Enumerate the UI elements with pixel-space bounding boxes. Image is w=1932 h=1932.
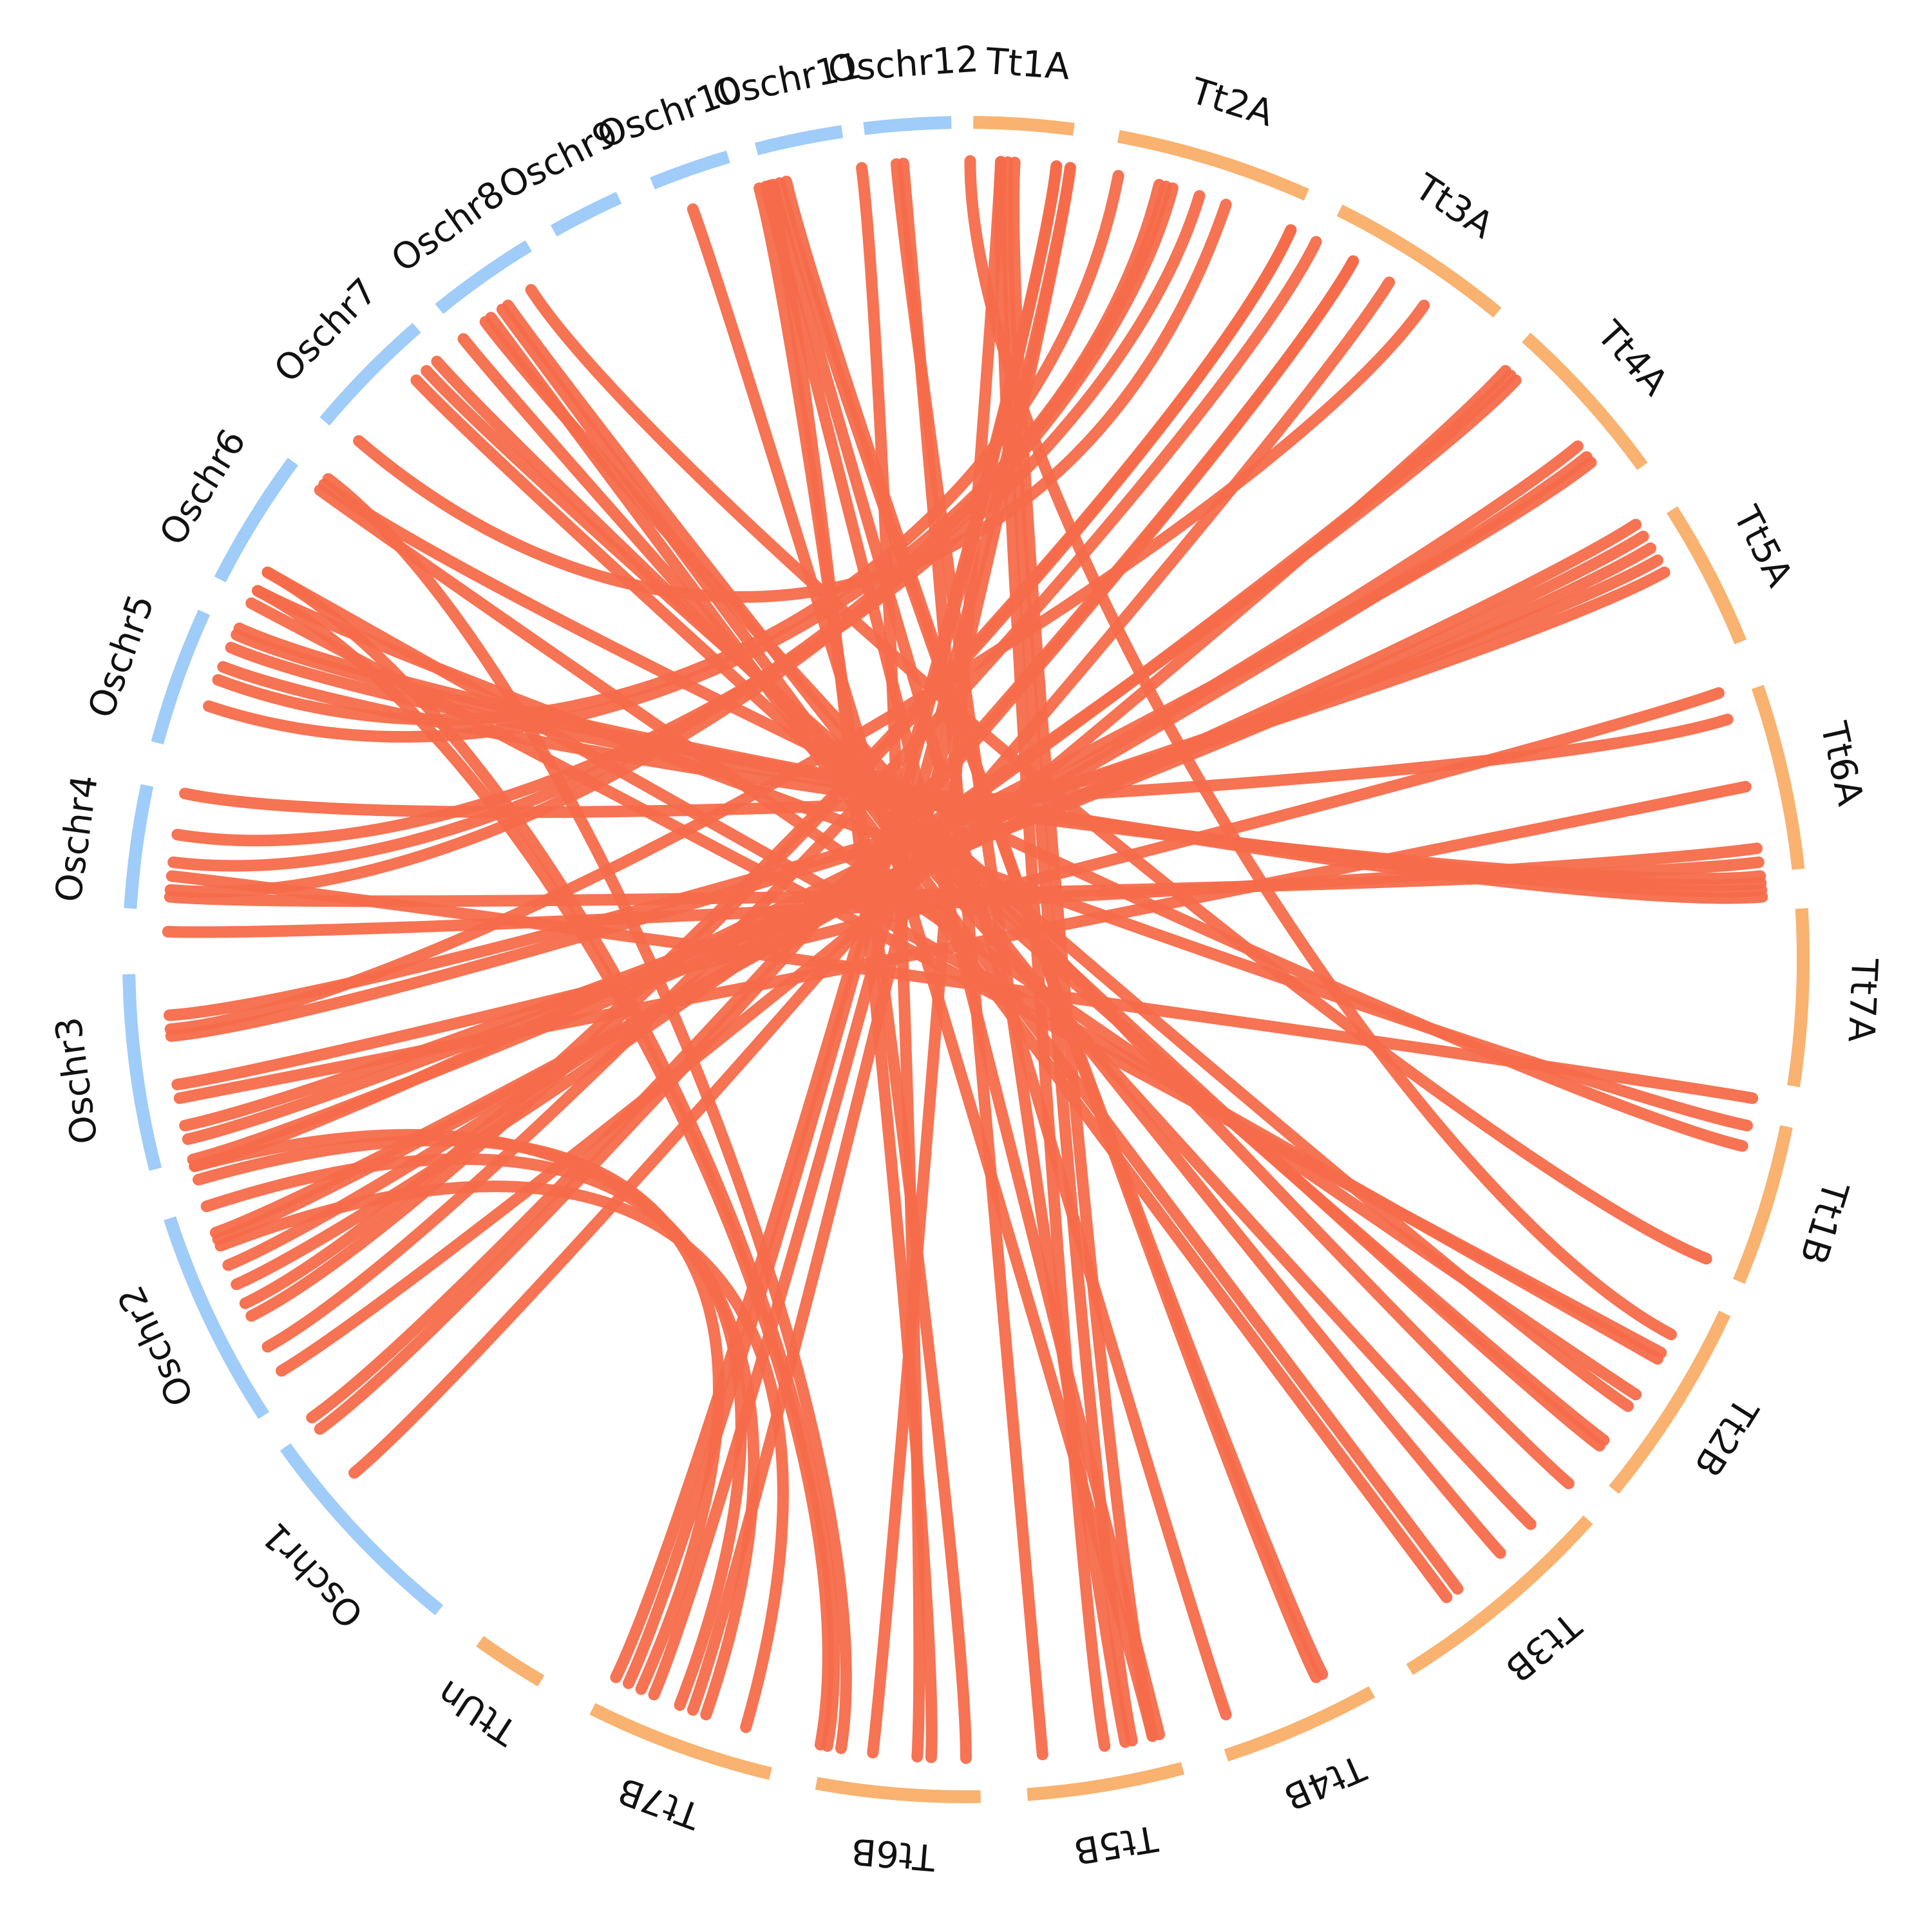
chromosome-arc-tt7a — [1787, 907, 1810, 1088]
synteny-link — [687, 203, 1159, 1742]
chromosome-label-oschr5: Oschr5 — [80, 589, 163, 723]
chromosome-label-tt1a: Tt1A — [984, 41, 1071, 88]
chromosome-arc-oschr12 — [863, 116, 952, 135]
chromosome-arc-oschr10 — [650, 150, 730, 189]
chromosome-arc-oschr1 — [279, 1443, 444, 1616]
chromosome-label-tt2a: Tt2A — [1185, 70, 1278, 135]
chromosome-label-tt3a: Tt3A — [1407, 166, 1501, 247]
chromosome-arc-ttun — [476, 1636, 545, 1687]
synteny-link — [760, 180, 1165, 1741]
chromosome-arc-tt1b — [1732, 1125, 1793, 1284]
chromosome-arc-tt5b — [1027, 1762, 1185, 1801]
chromosome-arc-tt2a — [1117, 129, 1309, 201]
chromosome-arc-tt4b — [1224, 1686, 1376, 1762]
chromosome-arc-tt6a — [1751, 685, 1805, 870]
chromosome-label-tt3b: Tt3B — [1497, 1604, 1589, 1690]
chromosome-arc-tt3a — [1336, 204, 1502, 318]
chromosome-arc-tt3b — [1406, 1515, 1593, 1675]
chromosome-label-oschr3: Oschr3 — [48, 1014, 106, 1146]
synteny-link — [318, 478, 1748, 1152]
chromosome-arc-tt5a — [1666, 506, 1747, 645]
chromosome-arc-oschr8 — [435, 240, 533, 314]
synteny-link — [252, 585, 834, 1751]
synteny-link — [525, 284, 1712, 1265]
chromosome-arc-tt6b — [815, 1777, 981, 1803]
synteny-link — [897, 157, 1048, 1761]
chromosome-label-oschr4: Oschr4 — [48, 773, 106, 905]
chromosome-label-tt4a: Tt4A — [1588, 313, 1676, 404]
synteny-link — [322, 473, 852, 1754]
synteny-link — [767, 178, 1232, 1721]
synteny-link — [753, 182, 972, 1764]
chromosome-label-tt5b: Tt5B — [1071, 1817, 1161, 1872]
synteny-links — [162, 155, 1768, 1764]
chromosome-label-tt7b: Tt7B — [612, 1769, 706, 1837]
chromosome-label-tt7a: Tt7A — [1840, 957, 1886, 1043]
synteny-link — [261, 236, 1322, 1353]
synteny-link — [1008, 156, 1159, 1742]
chromosome-arc-oschr3 — [122, 974, 162, 1171]
chromosome-label-tt5a: Tt5A — [1725, 499, 1801, 593]
chromosome-arc-oschr6 — [214, 457, 299, 583]
chromosome-arc-tt1a — [973, 116, 1075, 136]
synteny-link — [764, 179, 938, 1763]
chromosome-label-tt2b: Tt2B — [1686, 1390, 1766, 1484]
chromosome-arc-tt4a — [1522, 332, 1648, 470]
chromosome-arc-tt2b — [1609, 1311, 1731, 1494]
chromosome-label-tt6a: Tt6A — [1812, 718, 1871, 810]
chromosome-arc-oschr11 — [754, 125, 844, 156]
chromosome-label-tt4b: Tt4B — [1278, 1746, 1372, 1818]
chromosome-arc-oschr7 — [319, 323, 421, 426]
chromosome-arc-tt7b — [589, 1703, 772, 1780]
chromosome-arc-oschr9 — [550, 191, 622, 237]
synteny-link — [193, 1134, 724, 1695]
synteny-link — [781, 175, 1322, 1683]
chromosome-label-ttun: TtUn — [430, 1671, 525, 1753]
synteny-link — [496, 303, 1464, 1595]
chromosome-arc-oschr2 — [164, 1216, 270, 1419]
chromosome-arc-oschr5 — [151, 609, 211, 745]
chromosome-label-tt6b: Tt6B — [849, 1830, 937, 1878]
chromosome-label-oschr2: Oschr2 — [109, 1279, 202, 1412]
chromosome-label-tt1b: Tt1B — [1792, 1176, 1857, 1269]
synteny-link — [856, 162, 925, 1763]
synteny-link — [421, 365, 1634, 1412]
chromosome-arcs — [122, 116, 1810, 1803]
chromosome-arc-oschr4 — [124, 784, 154, 909]
